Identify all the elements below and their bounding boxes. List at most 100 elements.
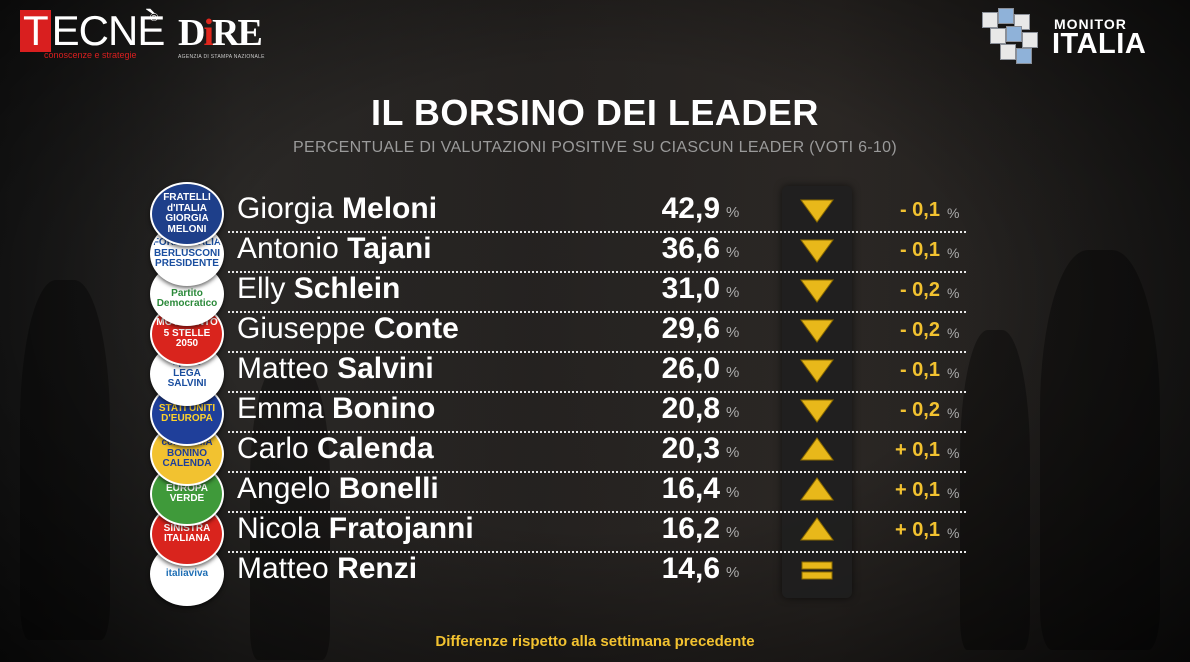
dire-tagline: AGENZIA DI STAMPA NAZIONALE bbox=[178, 54, 265, 60]
italia-label: ITALIA bbox=[1052, 28, 1147, 60]
value-percent-sign: % bbox=[726, 324, 740, 341]
leader-last-name: Fratojanni bbox=[328, 512, 474, 545]
tecne-registered: ® bbox=[150, 12, 159, 24]
leader-name: Giorgia Meloni bbox=[237, 192, 437, 225]
dire-logo-d: D bbox=[178, 12, 205, 54]
leader-last-name: Calenda bbox=[317, 432, 434, 465]
leader-first-name: Angelo bbox=[237, 472, 339, 505]
value-percent-sign: % bbox=[726, 444, 740, 461]
party-logo-text: GIORGIA bbox=[165, 213, 209, 224]
party-logo-text: STATI UNITI bbox=[158, 402, 216, 414]
leader-first-name: Matteo bbox=[237, 552, 338, 585]
leader-last-name: Conte bbox=[373, 312, 459, 345]
delta-percent-sign: % bbox=[947, 485, 960, 501]
leader-last-name: Tajani bbox=[347, 232, 432, 265]
leader-name: Emma Bonino bbox=[237, 392, 435, 425]
cubes-icon bbox=[980, 8, 1048, 68]
party-logo-text: SALVINI bbox=[167, 378, 207, 390]
tecne-logo: TECNÈ ® conoscenze e strategie bbox=[20, 7, 166, 60]
trend-up-icon bbox=[800, 437, 834, 461]
leader-first-name: Elly bbox=[237, 272, 294, 305]
value-percent-sign: % bbox=[726, 364, 740, 381]
delta-percent-sign: % bbox=[947, 445, 960, 461]
trend-down-icon bbox=[800, 239, 834, 263]
value-percent-sign: % bbox=[726, 284, 740, 301]
party-logo-text: MELONI bbox=[167, 223, 207, 235]
leader-name: Giuseppe Conte bbox=[237, 312, 459, 345]
value-percent-sign: % bbox=[726, 404, 740, 421]
value-percent-sign: % bbox=[726, 524, 740, 541]
leader-delta: - 0,1 bbox=[899, 199, 940, 221]
tecne-logo-text: ECNÈ bbox=[51, 7, 166, 54]
party-logo-text: D'EUROPA bbox=[161, 413, 213, 424]
row-divider bbox=[228, 551, 966, 553]
party-logo-text: 2050 bbox=[175, 338, 199, 350]
leader-name: Carlo Calenda bbox=[237, 432, 434, 465]
dire-logo-re: RE bbox=[212, 12, 263, 54]
leader-value: 20,3 bbox=[661, 432, 720, 465]
delta-percent-sign: % bbox=[947, 365, 960, 381]
monitor-italia-logo: MONITOR ITALIA bbox=[980, 8, 1160, 68]
leader-first-name: Matteo bbox=[237, 352, 338, 385]
party-logo-text: SINISTRA bbox=[163, 522, 211, 534]
leader-first-name: Nicola bbox=[237, 512, 329, 545]
leader-name: Antonio Tajani bbox=[237, 232, 432, 265]
leader-name: Elly Schlein bbox=[237, 272, 400, 305]
leader-row: FRATELLI d'ITALIA GIORGIA MELONI Giorgia Mel… bbox=[0, 182, 1190, 246]
party-logo-text: LEGA bbox=[173, 367, 201, 379]
leader-value: 26,0 bbox=[661, 352, 720, 385]
row-divider bbox=[228, 231, 966, 233]
leader-value: 31,0 bbox=[661, 272, 720, 305]
leader-delta: - 0,2 bbox=[899, 399, 940, 421]
trend-down-icon bbox=[800, 199, 834, 223]
value-percent-sign: % bbox=[726, 244, 740, 261]
leader-delta: - 0,2 bbox=[899, 319, 940, 341]
leader-last-name: Renzi bbox=[337, 552, 418, 585]
leader-last-name: Bonelli bbox=[338, 472, 439, 505]
party-logo-text: BONINO bbox=[167, 447, 207, 459]
page-subtitle: PERCENTUALE DI VALUTAZIONI POSITIVE SU C… bbox=[293, 139, 897, 156]
row-divider bbox=[228, 471, 966, 473]
trend-down-icon bbox=[800, 359, 834, 383]
leader-value: 29,6 bbox=[661, 312, 720, 345]
leader-last-name: Schlein bbox=[293, 272, 401, 305]
leader-first-name: Emma bbox=[237, 392, 333, 425]
trend-up-icon bbox=[800, 517, 834, 541]
row-divider bbox=[228, 311, 966, 313]
leader-name: Angelo Bonelli bbox=[237, 472, 439, 505]
value-percent-sign: % bbox=[726, 564, 740, 581]
leader-last-name: Bonino bbox=[332, 392, 436, 425]
delta-percent-sign: % bbox=[947, 245, 960, 261]
leader-value: 36,6 bbox=[661, 232, 720, 265]
party-logo: FRATELLI d'ITALIA GIORGIA MELONI bbox=[150, 182, 224, 246]
dire-logo: DiRE AGENZIA DI STAMPA NAZIONALE bbox=[178, 14, 265, 60]
row-divider bbox=[228, 391, 966, 393]
party-logo-text: CALENDA bbox=[162, 458, 212, 470]
leader-last-name: Salvini bbox=[337, 352, 434, 385]
value-percent-sign: % bbox=[726, 204, 740, 221]
leader-name: Nicola Fratojanni bbox=[237, 512, 474, 545]
delta-percent-sign: % bbox=[947, 285, 960, 301]
trend-down-icon bbox=[800, 319, 834, 343]
leader-last-name: Meloni bbox=[342, 192, 438, 225]
party-logo-text: EUROPA bbox=[165, 482, 209, 494]
value-percent-sign: % bbox=[726, 484, 740, 501]
row-divider bbox=[228, 351, 966, 353]
party-logo-text: FRATELLI bbox=[163, 192, 211, 203]
leader-value: 16,2 bbox=[661, 512, 720, 545]
tecne-tagline: conoscenze e strategie bbox=[44, 50, 137, 60]
delta-percent-sign: % bbox=[947, 205, 960, 221]
row-divider bbox=[228, 271, 966, 273]
tecne-logo-t: T bbox=[20, 10, 51, 52]
page-title: IL BORSINO DEI LEADER bbox=[371, 92, 819, 133]
leader-name: Matteo Salvini bbox=[237, 352, 434, 385]
leader-first-name: Giorgia bbox=[237, 192, 343, 225]
dire-logo-i: i bbox=[203, 12, 213, 54]
delta-percent-sign: % bbox=[947, 525, 960, 541]
party-logo-text: PRESIDENTE bbox=[155, 258, 219, 270]
leader-delta: - 0,1 bbox=[899, 239, 940, 261]
party-logo-text: BERLUSCONI bbox=[153, 247, 221, 259]
party-logo-text: Partito Democratico bbox=[156, 287, 218, 310]
leader-first-name: Giuseppe bbox=[237, 312, 374, 345]
delta-percent-sign: % bbox=[947, 325, 960, 341]
